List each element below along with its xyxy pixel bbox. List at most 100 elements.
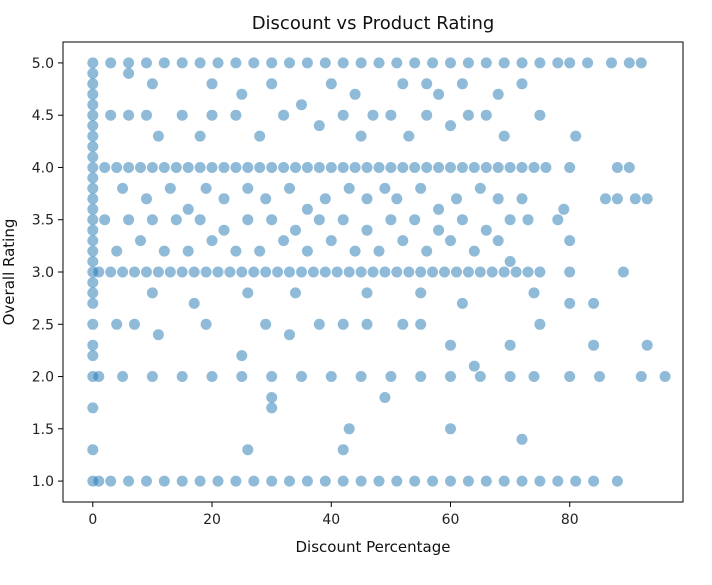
scatter-point (123, 162, 135, 173)
scatter-point (87, 318, 99, 330)
scatter-point (504, 214, 516, 226)
scatter-point (343, 266, 355, 278)
scatter-point (146, 214, 158, 226)
scatter-point (230, 245, 242, 257)
scatter-point (230, 57, 242, 69)
scatter-point (552, 475, 564, 487)
scatter-point (570, 475, 582, 487)
scatter-point (600, 193, 611, 205)
scatter-point (415, 318, 427, 330)
scatter-point (141, 193, 152, 205)
scatter-point (325, 235, 337, 247)
scatter-point (373, 245, 385, 257)
scatter-point (427, 57, 439, 69)
scatter-point (313, 318, 325, 330)
scatter-point (504, 339, 516, 351)
scatter-point (558, 203, 570, 215)
scatter-point (313, 162, 325, 173)
scatter-point (158, 162, 170, 173)
scatter-point (516, 193, 528, 205)
scatter-point (361, 287, 373, 299)
scatter-point (427, 475, 439, 487)
scatter-point (462, 57, 474, 69)
scatter-point (456, 78, 468, 90)
scatter-point (409, 162, 421, 173)
scatter-point (176, 475, 188, 487)
chart-title: Discount vs Product Rating (252, 13, 495, 34)
scatter-point (433, 162, 445, 173)
scatter-point (212, 266, 224, 278)
scatter-point (462, 266, 474, 278)
scatter-point (516, 57, 528, 69)
scatter-point (87, 88, 99, 100)
scatter-point (582, 57, 594, 69)
scatter-point (361, 193, 373, 205)
scatter-point (200, 182, 212, 194)
scatter-point (87, 109, 99, 121)
scatter-point (588, 475, 600, 487)
scatter-point (278, 162, 290, 173)
scatter-point (355, 57, 367, 69)
scatter-point (236, 266, 248, 278)
scatter-point (87, 130, 99, 142)
scatter-point (319, 266, 331, 278)
scatter-point (123, 214, 135, 226)
scatter-point (158, 245, 170, 257)
scatter-point (415, 266, 427, 278)
scatter-point (415, 371, 427, 382)
scatter-point (325, 162, 337, 173)
scatter-point (373, 475, 385, 487)
x-tick-label: 20 (203, 512, 221, 528)
scatter-point (468, 360, 480, 372)
scatter-point (290, 162, 301, 173)
scatter-point (87, 162, 99, 173)
scatter-point (146, 162, 158, 173)
scatter-point (87, 182, 99, 194)
scatter-point (284, 182, 295, 194)
scatter-point (230, 475, 242, 487)
scatter-point (117, 182, 129, 194)
scatter-point (635, 371, 647, 382)
scatter-point (504, 256, 516, 267)
scatter-point (230, 109, 242, 121)
scatter-point (194, 214, 206, 226)
scatter-point (87, 99, 99, 111)
scatter-point (206, 109, 218, 121)
scatter-point (588, 339, 600, 351)
scatter-point (379, 182, 391, 194)
scatter-point (564, 297, 576, 309)
y-tick-label: 1.5 (32, 422, 54, 438)
scatter-point (284, 57, 295, 69)
scatter-point (385, 109, 397, 121)
x-tick-label: 40 (322, 512, 340, 528)
scatter-point (158, 475, 170, 487)
scatter-point (93, 266, 105, 278)
scatter-point (266, 78, 278, 90)
scatter-point (176, 371, 188, 382)
scatter-point (248, 475, 260, 487)
y-tick-label: 5.0 (32, 56, 54, 72)
scatter-point (87, 402, 99, 414)
scatter-point (236, 88, 248, 100)
scatter-point (236, 350, 248, 362)
scatter-point (152, 329, 164, 341)
scatter-point (635, 57, 647, 69)
scatter-point (534, 318, 546, 330)
scatter-point (242, 214, 254, 226)
scatter-point (349, 162, 361, 173)
scatter-point (123, 57, 135, 69)
scatter-point (301, 57, 313, 69)
scatter-point (200, 318, 212, 330)
scatter-point (516, 433, 528, 445)
scatter-point (474, 371, 486, 382)
scatter-point (290, 224, 301, 236)
scatter-point (99, 162, 111, 173)
scatter-point (278, 109, 290, 121)
scatter-point (111, 318, 123, 330)
scatter-point (498, 266, 510, 278)
scatter-point (194, 475, 206, 487)
scatter-point (129, 318, 140, 330)
x-tick-label: 0 (88, 512, 97, 528)
scatter-point (367, 109, 379, 121)
scatter-point (451, 193, 462, 205)
